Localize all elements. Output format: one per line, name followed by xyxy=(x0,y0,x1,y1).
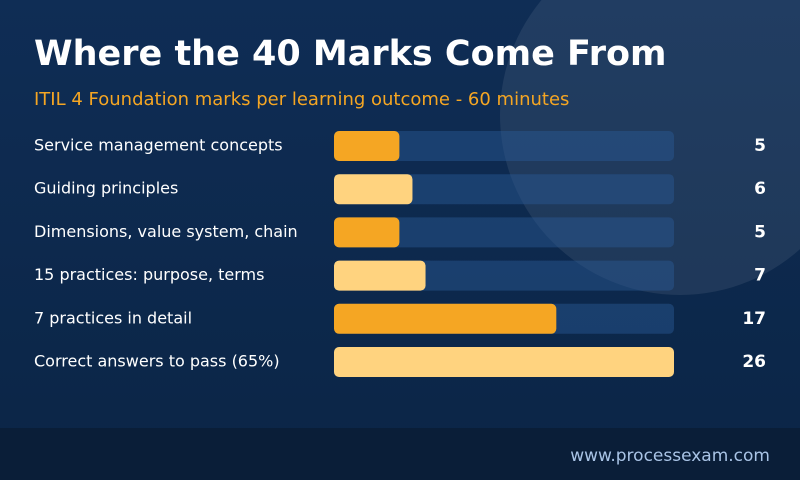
decor-circle xyxy=(500,0,800,295)
chart-subtitle: ITIL 4 Foundation marks per learning out… xyxy=(34,89,569,110)
bar-track xyxy=(334,131,674,161)
value-label: 6 xyxy=(754,179,766,199)
value-label: 7 xyxy=(754,266,766,286)
category-label: Guiding principles xyxy=(34,179,178,198)
category-label: Correct answers to pass (65%) xyxy=(34,352,280,371)
bar xyxy=(334,347,674,377)
category-label: Dimensions, value system, chain xyxy=(34,222,298,241)
bar-track xyxy=(334,174,674,205)
chart-title: Where the 40 Marks Come From xyxy=(34,34,666,74)
bar xyxy=(334,131,400,161)
bar xyxy=(334,217,400,248)
bar xyxy=(334,303,557,334)
footer-band xyxy=(0,428,800,480)
bar xyxy=(334,174,413,205)
bars: Service management concepts 5 Guiding prin… xyxy=(34,131,766,377)
bar xyxy=(334,260,426,291)
value-label: 17 xyxy=(742,309,766,329)
category-label: 7 practices in detail xyxy=(34,308,192,327)
category-label: 15 practices: purpose, terms xyxy=(34,265,264,284)
footer-url: www.processexam.com xyxy=(570,446,770,466)
bar-track xyxy=(334,217,674,248)
category-label: Service management concepts xyxy=(34,136,283,155)
value-label: 5 xyxy=(754,136,766,156)
value-label: 26 xyxy=(742,352,766,372)
value-label: 5 xyxy=(754,222,766,242)
